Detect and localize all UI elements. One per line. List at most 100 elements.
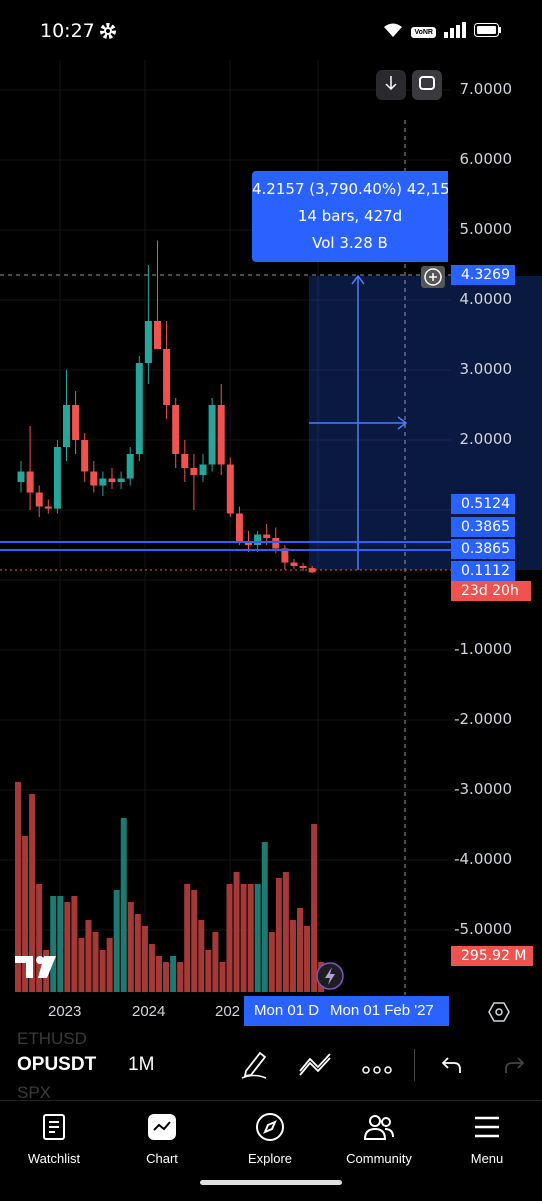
volume-bar — [268, 932, 275, 992]
compass-icon — [225, 1111, 315, 1143]
nav-watchlist[interactable]: Watchlist — [9, 1111, 99, 1166]
community-icon — [334, 1111, 424, 1143]
nav-label: Community — [346, 1151, 412, 1166]
nav-community[interactable]: Community — [334, 1111, 424, 1166]
menu-icon — [442, 1111, 532, 1143]
measure-change: 4.2157 (3,790.40%) 42,157 — [252, 180, 448, 198]
chart-icon — [117, 1111, 207, 1143]
volume-bar — [141, 926, 148, 992]
nav-label: Explore — [247, 1151, 293, 1166]
volume-bar — [127, 902, 134, 992]
candle-body — [135, 363, 143, 454]
candle-body — [208, 405, 216, 465]
symbol-name[interactable]: OPUSDT — [17, 1054, 97, 1075]
candle-body — [190, 468, 198, 475]
candle-body — [281, 548, 289, 563]
candle-body — [17, 471, 25, 482]
candle-body — [63, 405, 70, 447]
candle-body — [299, 566, 307, 569]
redo-icon[interactable] — [504, 1055, 526, 1080]
price-axis-label: -1.0000 — [454, 640, 512, 658]
time-axis-label: 202 — [215, 1003, 241, 1020]
crosshair-price-tag: 4.3269 — [451, 265, 515, 285]
volte-badge: VoNR — [411, 27, 436, 38]
candle-body — [90, 471, 98, 486]
nav-chart[interactable]: Chart — [117, 1111, 207, 1166]
trend-tools-icon[interactable] — [298, 1051, 332, 1082]
volume-bar — [64, 902, 71, 992]
interval-selector[interactable]: 1M — [128, 1054, 155, 1075]
volume-bar — [282, 872, 289, 992]
volume-bar — [275, 878, 282, 992]
price-axis-label: 5.0000 — [459, 220, 513, 238]
candle-body — [226, 464, 234, 514]
candle-body — [263, 534, 271, 538]
volume-bar — [99, 950, 106, 992]
range-start-date-tag: Mon 01 D — [244, 996, 320, 1026]
candle-body — [117, 478, 125, 482]
nav-label: Chart — [146, 1151, 178, 1166]
volume-bar — [304, 926, 311, 992]
price-axis-label: -5.0000 — [454, 920, 512, 938]
add-alert-icon[interactable] — [421, 266, 445, 288]
candle-body — [53, 447, 61, 509]
lightning-icon[interactable] — [316, 962, 344, 990]
candle-body — [290, 562, 298, 566]
measure-bars: 14 bars, 427d — [297, 207, 403, 225]
chart-settings-icon[interactable] — [488, 1002, 510, 1022]
price-tag: 0.3865 — [451, 517, 515, 537]
volume-bar — [261, 842, 268, 992]
countdown-tag: 23d 20h — [451, 581, 531, 601]
more-options-icon[interactable] — [362, 1061, 392, 1079]
status-time: 10:27 — [40, 20, 95, 42]
volume-bar — [57, 896, 64, 992]
candle-body — [44, 506, 52, 509]
battery-icon — [474, 22, 502, 43]
volume-bar — [170, 956, 177, 992]
candle-body — [308, 568, 316, 573]
fullscreen-button[interactable] — [412, 70, 442, 100]
tradingview-logo — [15, 956, 56, 978]
nav-menu[interactable]: Menu — [442, 1111, 532, 1166]
candle-body — [99, 478, 107, 486]
nav-explore[interactable]: Explore — [225, 1111, 315, 1166]
measure-tooltip: 4.2157 (3,790.40%) 42,157 14 bars, 427d … — [252, 171, 448, 262]
volume-bar — [191, 890, 198, 992]
time-axis-label: 2023 — [48, 1003, 82, 1020]
volume-bar — [120, 818, 127, 992]
volume-bar — [233, 872, 240, 992]
price-axis-label: 3.0000 — [459, 360, 513, 378]
price-chart[interactable] — [0, 60, 542, 1030]
wifi-icon — [383, 22, 403, 43]
candle-body — [254, 534, 262, 545]
price-axis-label: 7.0000 — [459, 80, 513, 98]
scroll-down-button[interactable] — [376, 70, 406, 100]
candle-body — [163, 349, 171, 405]
volume-bar — [163, 962, 170, 992]
candle-body — [235, 513, 243, 542]
volume-bar — [113, 890, 120, 992]
volume-bar — [85, 920, 92, 992]
watchlist-icon — [9, 1111, 99, 1143]
time-axis-label: 2024 — [132, 1003, 166, 1020]
previous-symbol[interactable]: ETHUSD — [17, 1029, 87, 1048]
candle-body — [72, 405, 80, 440]
price-axis-label: 4.0000 — [459, 290, 513, 308]
price-axis-label: -2.0000 — [454, 710, 512, 728]
symbol-toolbar: ETHUSD OPUSDT 1M SPX — [0, 1029, 542, 1102]
candle-body — [199, 464, 207, 475]
next-symbol[interactable]: SPX — [17, 1083, 52, 1102]
volume-bar — [205, 950, 212, 992]
range-end-date-tag: Mon 01 Feb '27 — [320, 996, 449, 1026]
price-tag: 0.3865 — [451, 539, 515, 559]
home-indicator — [200, 1180, 342, 1185]
undo-icon[interactable] — [440, 1055, 462, 1080]
candle-body — [272, 538, 280, 549]
arrow-down-icon — [384, 75, 398, 96]
bottom-navigation: Watchlist Chart Explore Community Menu — [0, 1100, 542, 1201]
volume-bar — [134, 914, 141, 992]
drawing-pen-icon[interactable] — [240, 1049, 268, 1084]
price-axis-label: 2.0000 — [459, 430, 513, 448]
volume-bar — [219, 962, 226, 992]
price-tag: 0.1112 — [451, 561, 515, 581]
